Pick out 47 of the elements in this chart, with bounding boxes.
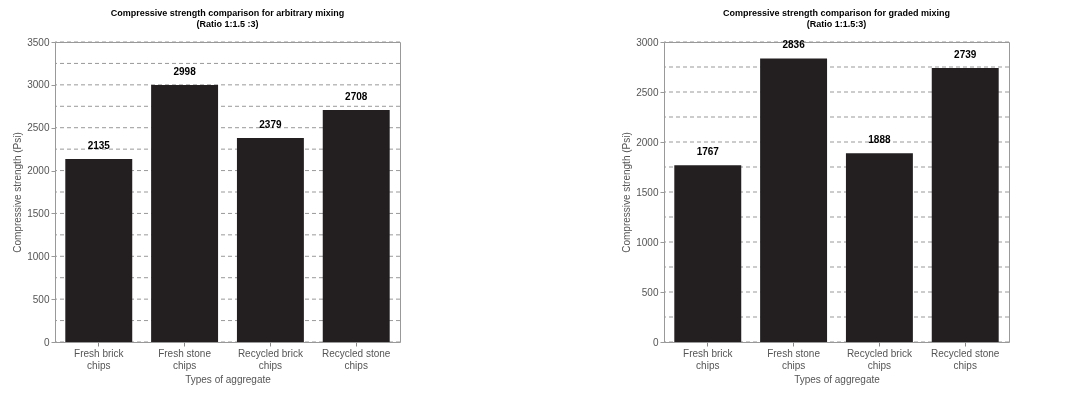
data-label: 1888 — [868, 134, 891, 146]
x-tick-label: Recycled stone chips — [931, 347, 1000, 371]
y-tick-label: 1000 — [636, 236, 659, 248]
y-tick-label: 2500 — [27, 122, 50, 134]
bar — [931, 68, 999, 342]
x-tick-label: Recycled stone chips — [322, 347, 391, 371]
y-axis-title: Compressive strength (Psi) — [12, 132, 24, 253]
x-tick-label: Recycled brick chips — [237, 347, 304, 371]
y-tick-label: 3500 — [27, 36, 50, 48]
chart-title: Compressive strength comparison for arbitrary mixing — [110, 8, 345, 18]
data-label: 2379 — [259, 119, 282, 131]
chart-subtitle: (Ratio 1:1.5:3) — [806, 19, 867, 29]
x-tick-label: Recycled brick chips — [846, 347, 913, 371]
y-tick-label: 3000 — [636, 36, 659, 48]
x-axis-title: Types of aggregate — [794, 373, 881, 385]
x-tick-label: Fresh stone chips — [158, 347, 212, 371]
y-tick-label: 0 — [43, 336, 50, 348]
data-label: 2998 — [173, 66, 197, 78]
y-tick-label: 0 — [652, 336, 659, 348]
y-axis-title: Compressive strength (Psi) — [621, 132, 633, 253]
y-tick-label: 1000 — [27, 250, 50, 262]
y-tick-label: 2000 — [27, 165, 50, 177]
y-tick-label: 1500 — [636, 186, 659, 198]
data-label: 2135 — [87, 140, 111, 151]
bar — [674, 165, 742, 342]
y-tick-label: 2000 — [636, 136, 659, 148]
y-tick-label: 2500 — [636, 86, 659, 98]
x-tick-label: Fresh brick chips — [683, 347, 734, 371]
data-label: 2739 — [954, 49, 977, 61]
data-label: 2836 — [782, 39, 806, 51]
x-axis-title: Types of aggregate — [185, 373, 272, 385]
bar — [151, 85, 219, 342]
y-tick-label: 500 — [641, 286, 659, 298]
chart-subtitle: (Ratio 1:1.5 :3) — [196, 19, 259, 29]
y-tick-label: 1500 — [27, 207, 50, 219]
y-tick-label: 3000 — [27, 79, 50, 91]
bar — [236, 138, 304, 342]
bar — [322, 109, 390, 342]
bar — [760, 58, 828, 342]
y-tick-label: 500 — [32, 293, 50, 305]
data-label: 1767 — [696, 146, 720, 158]
bar — [845, 153, 913, 342]
data-label: 2708 — [345, 90, 368, 102]
x-tick-label: Fresh brick chips — [74, 347, 125, 371]
bar — [65, 159, 133, 342]
x-tick-label: Fresh stone chips — [767, 347, 821, 371]
chart-title: Compressive strength comparison for graded mixing — [722, 8, 951, 18]
